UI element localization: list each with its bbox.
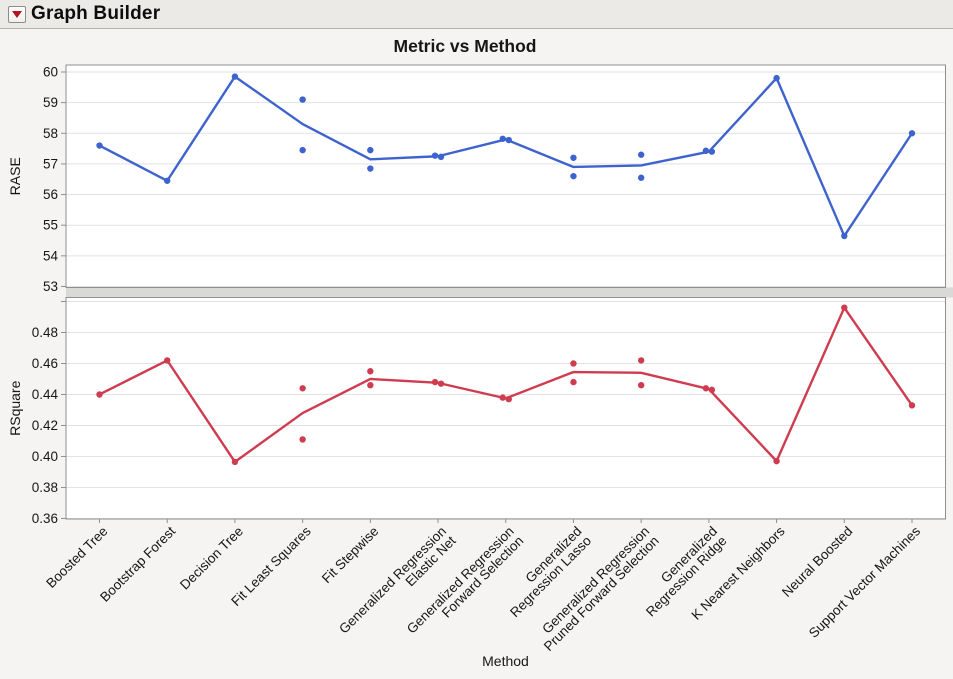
y-axis-title: RASE: [7, 157, 23, 195]
data-point[interactable]: [908, 402, 916, 409]
metric-vs-method-chart: Metric vs Method Method 53 54 55 56 57 58 59 60 RA…: [7, 36, 953, 669]
data-point[interactable]: [367, 146, 374, 154]
y-tick-label: 0.46: [32, 356, 58, 371]
panel-rase: 53 54 55 56 57 58 59 60 RASE: [7, 64, 946, 294]
y-tick-label: 0.40: [32, 449, 58, 464]
x-category-label: Support Vector Machines: [806, 523, 923, 640]
data-point[interactable]: [164, 177, 171, 184]
x-category-label: Boosted Tree: [43, 524, 110, 591]
y-tick-label: 0.44: [32, 387, 59, 402]
data-point[interactable]: [299, 96, 306, 103]
data-point[interactable]: [505, 395, 512, 403]
window-title: Graph Builder: [31, 3, 161, 24]
panel-rsquare: 0.36 0.38 0.40 0.42 0.44 0.46 0.48 RSquare: [7, 297, 946, 526]
data-point[interactable]: [708, 148, 716, 155]
y-tick-label: 56: [43, 187, 58, 202]
panel-frame: [65, 64, 946, 288]
y-tick-label: 57: [43, 156, 58, 171]
data-point[interactable]: [637, 174, 645, 181]
y-tick-label: 53: [43, 279, 58, 294]
data-point[interactable]: [367, 381, 374, 389]
data-point[interactable]: [570, 154, 577, 161]
y-tick-label: 0.42: [32, 418, 58, 433]
red-triangle-down-icon: [12, 10, 22, 18]
data-point[interactable]: [299, 436, 306, 443]
x-axis-title: Method: [482, 653, 529, 669]
data-point[interactable]: [505, 136, 512, 144]
data-point[interactable]: [637, 381, 645, 389]
data-point[interactable]: [231, 73, 239, 80]
y-tick-label: 60: [43, 64, 58, 79]
data-point[interactable]: [570, 360, 577, 367]
data-point[interactable]: [96, 142, 103, 149]
y-tick-label: 0.48: [32, 325, 58, 340]
data-point[interactable]: [96, 391, 103, 398]
data-point[interactable]: [637, 357, 645, 364]
data-point[interactable]: [637, 151, 645, 158]
data-point[interactable]: [431, 152, 439, 159]
x-category-label: Fit Stepwise: [319, 524, 382, 587]
x-category-label: Generalized RegressionPruned Forward Sel…: [531, 524, 662, 655]
data-point[interactable]: [570, 172, 577, 180]
data-point[interactable]: [499, 135, 506, 142]
y-tick-label: 0.38: [32, 480, 58, 495]
data-point[interactable]: [437, 153, 445, 161]
y-tick-label: 54: [43, 248, 59, 263]
x-category-label: Bootstrap Forest: [97, 523, 178, 604]
data-point[interactable]: [702, 385, 710, 392]
data-point[interactable]: [908, 130, 916, 137]
y-tick-label: 55: [43, 218, 58, 233]
y-axis-title: RSquare: [7, 380, 23, 435]
data-point[interactable]: [708, 386, 716, 394]
data-point[interactable]: [499, 394, 506, 401]
x-category-label: Decision Tree: [177, 524, 246, 593]
chart-title: Metric vs Method: [394, 36, 537, 56]
data-point[interactable]: [773, 457, 780, 465]
titlebar: Graph Builder: [0, 0, 953, 29]
y-tick-label: 58: [43, 126, 58, 141]
data-point[interactable]: [231, 458, 239, 466]
data-point[interactable]: [299, 385, 306, 392]
disclosure-button[interactable]: [8, 5, 26, 23]
data-point[interactable]: [841, 304, 848, 311]
data-point[interactable]: [431, 378, 439, 386]
data-point[interactable]: [702, 147, 710, 154]
data-point[interactable]: [570, 378, 577, 386]
data-point[interactable]: [299, 146, 306, 154]
data-point[interactable]: [841, 232, 848, 240]
data-point[interactable]: [164, 357, 171, 364]
data-point[interactable]: [367, 368, 374, 375]
y-tick-label: 59: [43, 95, 58, 110]
panel-background: [66, 65, 946, 288]
x-category-label: Neural Boosted: [779, 524, 855, 600]
panel-divider: [66, 287, 953, 298]
data-point[interactable]: [773, 74, 780, 82]
data-point[interactable]: [367, 165, 374, 172]
data-point[interactable]: [437, 380, 445, 387]
y-tick-label: 0.36: [32, 511, 58, 526]
chart-area: Metric vs Method Method 53 54 55 56 57 58 59 60 RA…: [0, 29, 953, 678]
